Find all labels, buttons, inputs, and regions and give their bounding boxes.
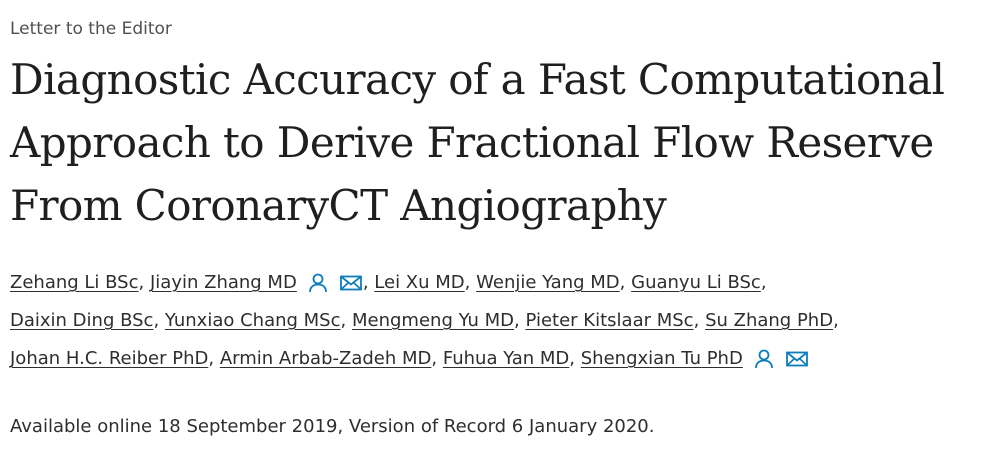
- envelope-icon[interactable]: [339, 274, 363, 292]
- author-link[interactable]: Shengxian Tu PhD: [580, 348, 743, 369]
- author-separator: ,: [431, 348, 438, 369]
- author-line-2: Daixin Ding BSc, Yunxiao Chang MSc, Meng…: [10, 302, 995, 340]
- author-link[interactable]: Zehang Li BSc: [10, 272, 139, 293]
- author-link[interactable]: Su Zhang PhD: [705, 310, 834, 331]
- author-link[interactable]: Lei Xu MD: [374, 272, 465, 293]
- author-separator: ,: [138, 272, 145, 293]
- title-line-3: From CoronaryCT Angiography: [10, 181, 667, 230]
- author-line-3: Johan H.C. Reiber PhD, Armin Arbab-Zadeh…: [10, 340, 995, 378]
- author-separator: ,: [514, 310, 520, 331]
- author-separator: ,: [464, 272, 471, 293]
- author-separator: ,: [833, 310, 839, 331]
- person-icon[interactable]: [753, 348, 775, 370]
- article-type-label: Letter to the Editor: [10, 19, 172, 39]
- availability-date: Available online 18 September 2019, Vers…: [10, 416, 655, 437]
- author-list: Zehang Li BSc, Jiayin Zhang MD, Lei Xu M…: [10, 264, 995, 378]
- author-link[interactable]: Armin Arbab-Zadeh MD: [219, 348, 432, 369]
- author-separator: ,: [760, 272, 767, 293]
- author-link[interactable]: Wenjie Yang MD: [476, 272, 620, 293]
- author-link[interactable]: Jiayin Zhang MD: [149, 272, 297, 293]
- title-line-2: Approach to Derive Fractional Flow Reser…: [10, 118, 934, 167]
- author-link[interactable]: Daixin Ding BSc: [10, 310, 154, 331]
- author-link[interactable]: Yunxiao Chang MSc: [164, 310, 341, 331]
- author-link[interactable]: Pieter Kitslaar MSc: [525, 310, 694, 331]
- author-separator: ,: [569, 348, 576, 369]
- author-separator: ,: [362, 272, 369, 293]
- author-link[interactable]: Fuhua Yan MD: [442, 348, 570, 369]
- title-line-1: Diagnostic Accuracy of a Fast Computatio…: [10, 55, 945, 104]
- author-separator: ,: [153, 310, 160, 331]
- author-link[interactable]: Mengmeng Yu MD: [351, 310, 515, 331]
- author-link[interactable]: Guanyu Li BSc: [631, 272, 761, 293]
- author-separator: ,: [619, 272, 626, 293]
- person-icon[interactable]: [307, 272, 329, 294]
- author-separator: ,: [208, 348, 215, 369]
- author-separator: ,: [693, 310, 700, 331]
- author-link[interactable]: Johan H.C. Reiber PhD: [10, 348, 209, 369]
- author-separator: ,: [340, 310, 347, 331]
- envelope-icon[interactable]: [785, 350, 809, 368]
- author-line-1: Zehang Li BSc, Jiayin Zhang MD, Lei Xu M…: [10, 264, 995, 302]
- article-title: Diagnostic Accuracy of a Fast Computatio…: [10, 48, 995, 237]
